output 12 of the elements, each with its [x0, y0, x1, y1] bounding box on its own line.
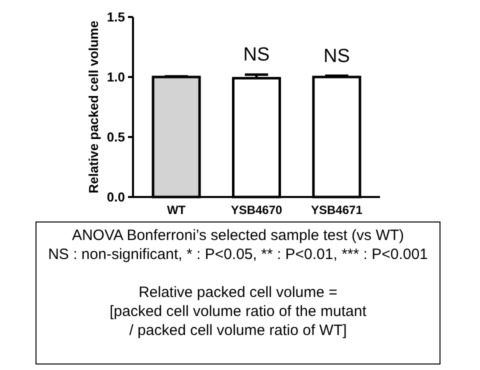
annotation: NS [243, 44, 270, 66]
y-tick-label: 0.5 [106, 130, 125, 145]
annotation: NS [323, 46, 350, 67]
y-axis-title: Relative packed cell volume [86, 20, 101, 194]
text: ANOVA Bonferroni’s selected sample test (vs WT) NS : non-significant, * : P<0.05, ** : P<0.01, *** : P<0.001 [47, 226, 429, 264]
x-tick-label: YSB4671 [311, 203, 363, 217]
y-tick-label: 0.0 [106, 190, 125, 205]
y-tick-label: 1.0 [106, 70, 125, 85]
x-tick-label: YSB4670 [230, 203, 283, 217]
y-tick-label: 1.5 [106, 10, 125, 25]
text: Relative packed cell volume = [packed cell volume ratio of the mutant / packed cell volume ratio of WT] [108, 283, 368, 340]
x-tick-label: WT [166, 203, 186, 217]
